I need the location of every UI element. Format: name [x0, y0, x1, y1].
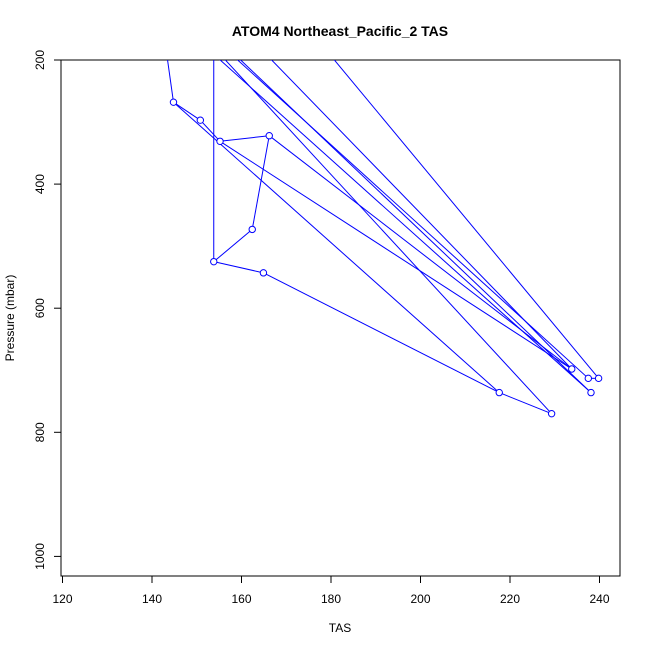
y-axis-label: Pressure (mbar) — [3, 275, 17, 362]
series-line-segment — [270, 60, 573, 370]
x-tick-label: 180 — [321, 592, 341, 606]
data-point — [210, 257, 218, 266]
series-line-segment — [333, 60, 599, 379]
data-point — [248, 225, 256, 234]
series-line-segment — [173, 101, 201, 121]
series-line-segment — [219, 60, 592, 393]
series-line-segment — [167, 60, 174, 103]
x-axis: 120 140 160 180 200 220 240 — [52, 575, 610, 606]
data-point — [568, 365, 576, 373]
x-tick-label: 220 — [500, 592, 520, 606]
data-point — [259, 269, 268, 277]
series-line-segment — [213, 261, 264, 274]
data-point — [594, 374, 603, 383]
data-point — [587, 388, 595, 397]
x-axis-label: TAS — [329, 621, 351, 635]
series-line-segment — [213, 229, 253, 263]
series-lines — [167, 60, 599, 415]
data-point — [584, 374, 593, 383]
y-axis: 200 400 600 800 1000 — [33, 50, 62, 570]
series-line-segment — [224, 60, 552, 415]
series-line-segment — [239, 60, 592, 393]
series-line-segment — [173, 101, 500, 393]
y-tick-label: 800 — [33, 422, 47, 442]
y-tick-label: 600 — [33, 298, 47, 318]
data-point — [169, 98, 178, 106]
data-point — [216, 137, 224, 145]
x-tick-label: 160 — [231, 592, 251, 606]
y-tick-label: 400 — [33, 174, 47, 194]
data-point — [265, 132, 273, 140]
y-tick-label: 1000 — [33, 543, 47, 570]
x-tick-label: 140 — [142, 592, 162, 606]
x-tick-label: 120 — [52, 592, 72, 606]
series-line-segment — [219, 135, 270, 142]
series-line-segment — [219, 140, 573, 370]
data-point — [547, 409, 556, 418]
series-line-segment — [499, 392, 552, 415]
data-point — [196, 116, 205, 124]
series-points — [169, 98, 603, 418]
series-line-segment — [268, 135, 573, 370]
series-line-segment — [263, 272, 500, 394]
chart-title: ATOM4 Northeast_Pacific_2 TAS — [232, 23, 448, 39]
series-line-segment — [251, 135, 270, 230]
data-point — [495, 388, 503, 397]
x-tick-label: 240 — [589, 592, 609, 606]
series-line-segment — [236, 60, 589, 379]
plot-frame — [60, 59, 621, 577]
x-tick-label: 200 — [410, 592, 430, 606]
y-tick-label: 200 — [33, 50, 47, 70]
series-line-segment — [199, 119, 221, 142]
